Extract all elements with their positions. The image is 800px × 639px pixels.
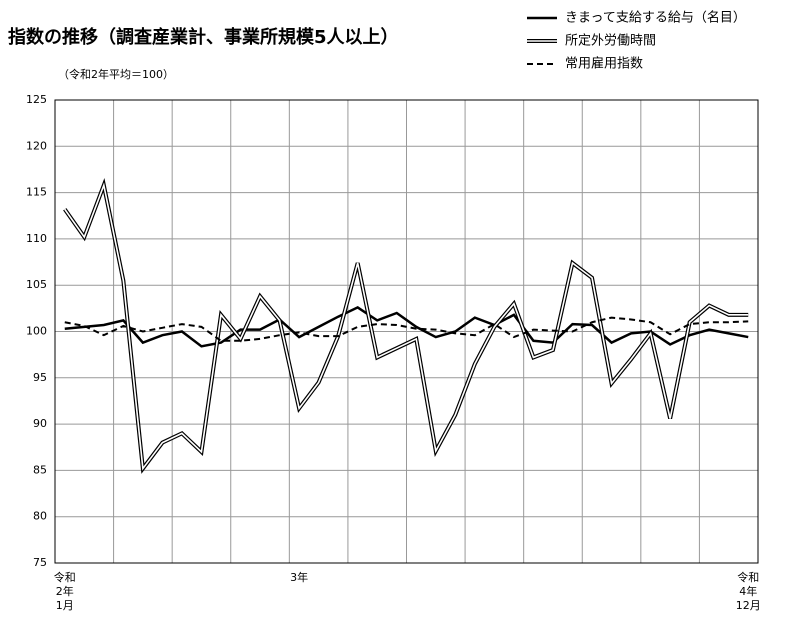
x-tick-label: 令和 4年 12月 [735, 571, 761, 612]
y-tick-label: 85 [33, 463, 47, 476]
series-line [64, 316, 749, 342]
plot-border [54, 99, 759, 564]
y-tick-label: 125 [26, 93, 47, 106]
chart-title: 指数の推移（調査産業計、事業所規模5人以上） [8, 26, 399, 48]
y-tick-label: 100 [26, 325, 47, 338]
series-line [64, 305, 749, 348]
legend-label: 常用雇用指数 [565, 56, 643, 72]
y-tick-label: 80 [33, 510, 47, 523]
chart-subtitle: （令和2年平均＝100） [58, 67, 174, 81]
y-tick-label: 90 [33, 417, 47, 430]
legend-label: きまって支給する給与（名目） [565, 10, 746, 26]
legend-label: 所定外労働時間 [565, 34, 656, 49]
series-line-inner [64, 182, 749, 471]
x-tick-label: 3年 [290, 571, 309, 584]
y-tick-label: 95 [33, 371, 47, 384]
y-tick-label: 110 [26, 232, 47, 245]
y-tick-label: 120 [26, 139, 47, 152]
y-tick-label: 115 [26, 186, 47, 199]
y-tick-label: 75 [33, 556, 47, 569]
y-tick-label: 105 [26, 278, 47, 291]
x-tick-label: 令和 2年 1月 [53, 571, 76, 612]
